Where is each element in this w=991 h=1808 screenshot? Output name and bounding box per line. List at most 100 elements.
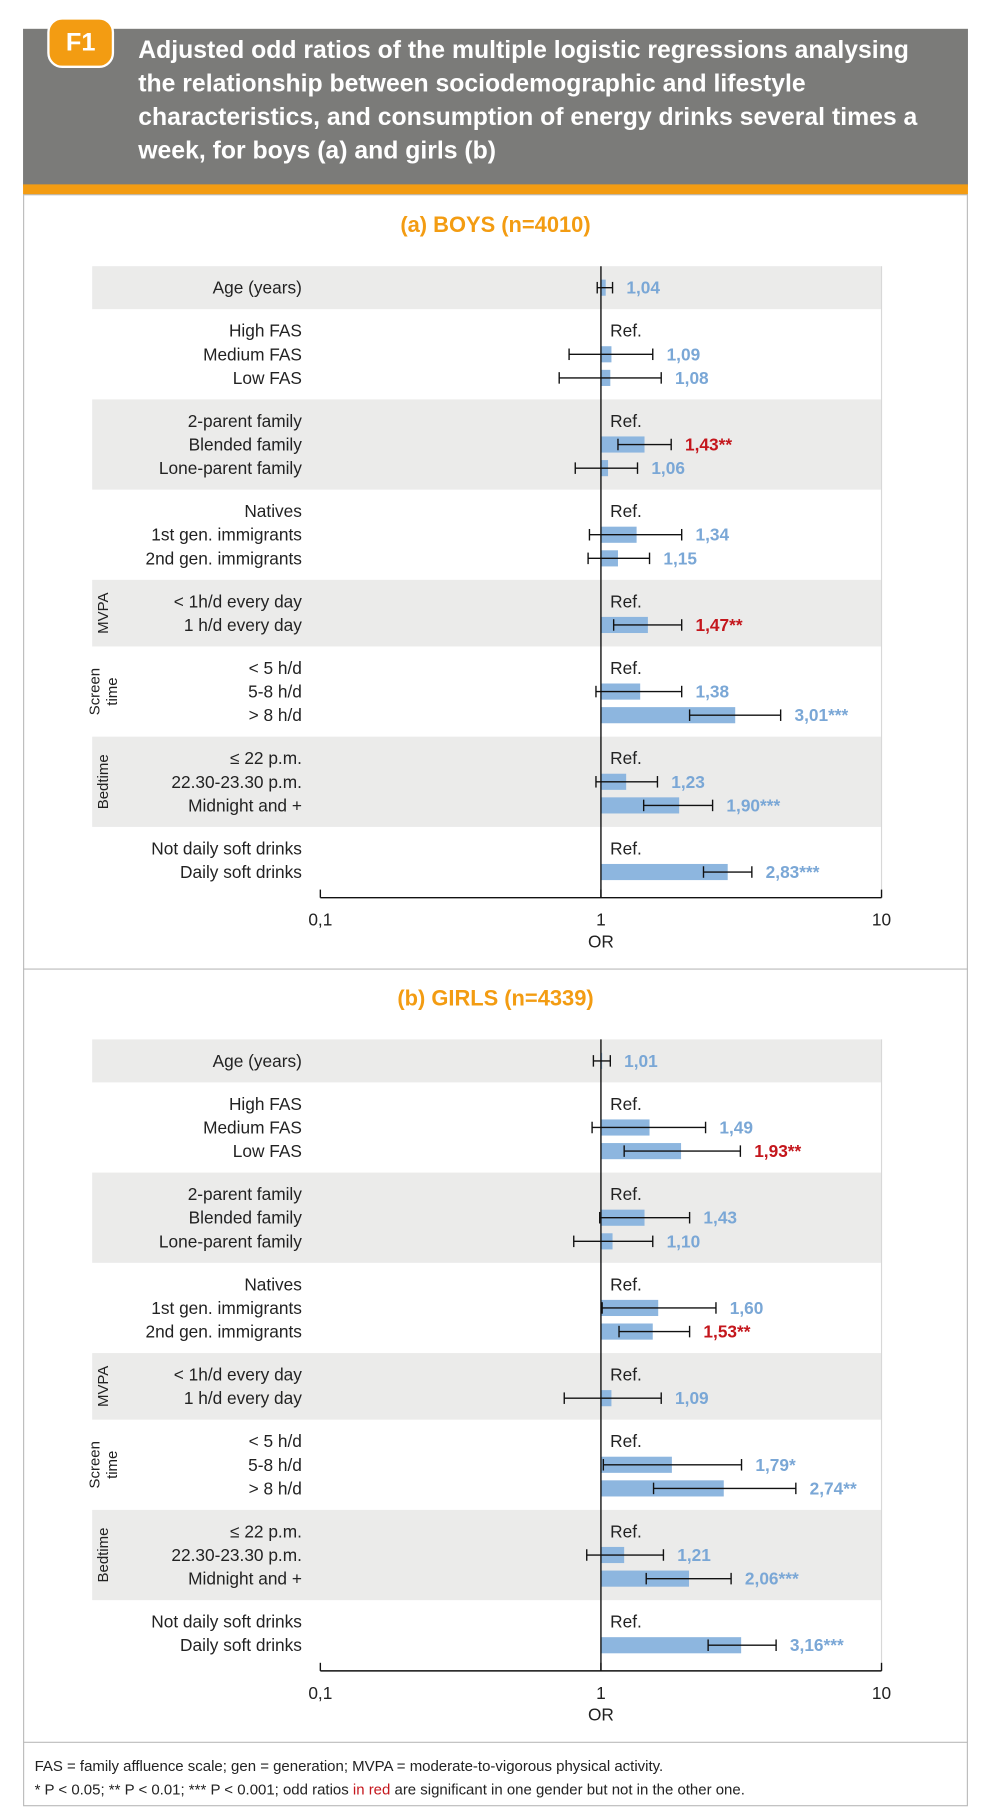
category-label: Age (years) (213, 278, 302, 298)
value-label: Ref. (610, 1431, 642, 1451)
bar (600, 797, 680, 814)
category-label: High FAS (229, 1094, 302, 1114)
category-label: Medium FAS (203, 1117, 302, 1137)
category-label: < 5 h/d (249, 1431, 302, 1451)
category-label: < 1h/d every day (174, 591, 303, 611)
title-line: characteristics, and consumption of ener… (138, 104, 917, 131)
value-label: 1,34 (696, 525, 730, 545)
value-label: Ref. (610, 1274, 642, 1294)
footnote-part: are significant in one gender but not in… (390, 1781, 745, 1798)
badge (47, 17, 115, 68)
group-label: Bedtime (95, 754, 112, 809)
value-label: 1,60 (730, 1298, 764, 1318)
value-label: 1,38 (696, 682, 730, 702)
footnote: * P < 0.05; ** P < 0.01; *** P < 0.001; … (35, 1781, 745, 1798)
value-label: 2,06*** (745, 1569, 799, 1589)
group-label: Screen (87, 1441, 104, 1488)
category-label: > 8 h/d (249, 1478, 302, 1498)
title-line: Adjusted odd ratios of the multiple logi… (138, 37, 909, 64)
group-label: MVPA (95, 1366, 112, 1407)
chart-title: (b) GIRLS (n=4339) (397, 985, 593, 1010)
category-label: Not daily soft drinks (151, 1612, 302, 1632)
x-tick-label: 0,1 (308, 910, 332, 930)
category-label: 2-parent family (188, 1184, 303, 1204)
footnote-part: * P < 0.05; ** P < 0.01; *** P < 0.001; … (35, 1781, 353, 1798)
value-label: 1,09 (675, 1388, 709, 1408)
value-label: 1,09 (667, 344, 701, 364)
value-label: 1,21 (677, 1545, 711, 1565)
value-label: Ref. (610, 1521, 642, 1541)
category-label: Daily soft drinks (180, 862, 302, 882)
category-label: Natives (244, 1274, 302, 1294)
value-label: Ref. (610, 501, 642, 521)
category-label: ≤ 22 p.m. (230, 1521, 302, 1541)
value-label: 1,47** (696, 615, 743, 635)
group-band (92, 736, 882, 827)
value-label: 1,15 (663, 548, 697, 568)
value-label: 1,93** (754, 1141, 801, 1161)
x-axis-label: OR (588, 931, 614, 951)
group-label: MVPA (95, 592, 112, 633)
category-label: 2nd gen. immigrants (145, 548, 302, 568)
category-label: 2nd gen. immigrants (145, 1322, 302, 1342)
category-label: 2-parent family (188, 411, 303, 431)
group-band (92, 1353, 882, 1420)
group-label: time (104, 677, 121, 705)
x-tick-label: 10 (872, 910, 891, 930)
x-tick-label: 1 (596, 910, 606, 930)
x-tick-label: 1 (596, 1683, 606, 1703)
bar (600, 707, 736, 724)
value-label: Ref. (610, 591, 642, 611)
group-band (92, 1172, 882, 1263)
category-label: 1st gen. immigrants (151, 525, 302, 545)
value-label: 1,01 (624, 1051, 658, 1071)
category-label: 5-8 h/d (248, 1455, 302, 1475)
value-label: Ref. (610, 1094, 642, 1114)
value-label: 1,49 (719, 1117, 753, 1137)
value-label: 1,06 (651, 458, 685, 478)
value-label: 1,53** (703, 1322, 750, 1342)
value-label: 3,16*** (790, 1635, 844, 1655)
value-label: 1,79* (755, 1455, 796, 1475)
group-label: Screen (87, 668, 104, 715)
group-band (92, 579, 882, 647)
category-label: Low FAS (233, 368, 302, 388)
category-label: 1 h/d every day (184, 615, 302, 635)
category-label: ≤ 22 p.m. (230, 748, 302, 768)
bar (600, 863, 728, 881)
category-label: Age (years) (213, 1051, 302, 1071)
category-label: Not daily soft drinks (151, 838, 302, 858)
badge-text: F1 (66, 29, 96, 57)
value-label: Ref. (610, 838, 642, 858)
category-label: Low FAS (233, 1141, 302, 1161)
group-label: time (104, 1451, 121, 1479)
category-label: < 1h/d every day (174, 1365, 303, 1385)
value-label: 2,83*** (766, 862, 820, 882)
category-label: Blended family (189, 1208, 303, 1228)
group-label: Bedtime (95, 1528, 112, 1583)
x-tick-label: 10 (872, 1683, 891, 1703)
group-band (92, 399, 882, 490)
chart-title: (a) BOYS (n=4010) (400, 212, 590, 237)
header-background (23, 28, 968, 187)
value-label: 1,90*** (726, 795, 780, 815)
group-band (92, 266, 882, 310)
value-label: 1,08 (675, 368, 709, 388)
value-label: Ref. (610, 411, 642, 431)
bar (600, 1570, 690, 1587)
footnote: FAS = family affluence scale; gen = gene… (35, 1758, 664, 1775)
value-label: Ref. (610, 658, 642, 678)
header-rule (23, 184, 968, 195)
x-tick-label: 0,1 (308, 1683, 332, 1703)
value-label: 1,04 (626, 278, 660, 298)
category-label: > 8 h/d (249, 705, 302, 725)
value-label: Ref. (610, 1365, 642, 1385)
category-label: Blended family (189, 435, 303, 455)
category-label: 22.30-23.30 p.m. (171, 1545, 302, 1565)
value-label: 2,74** (810, 1478, 857, 1498)
category-label: 5-8 h/d (248, 682, 302, 702)
bar (600, 1637, 742, 1654)
panel-frame (23, 194, 968, 1807)
value-label: 1,23 (671, 772, 705, 792)
